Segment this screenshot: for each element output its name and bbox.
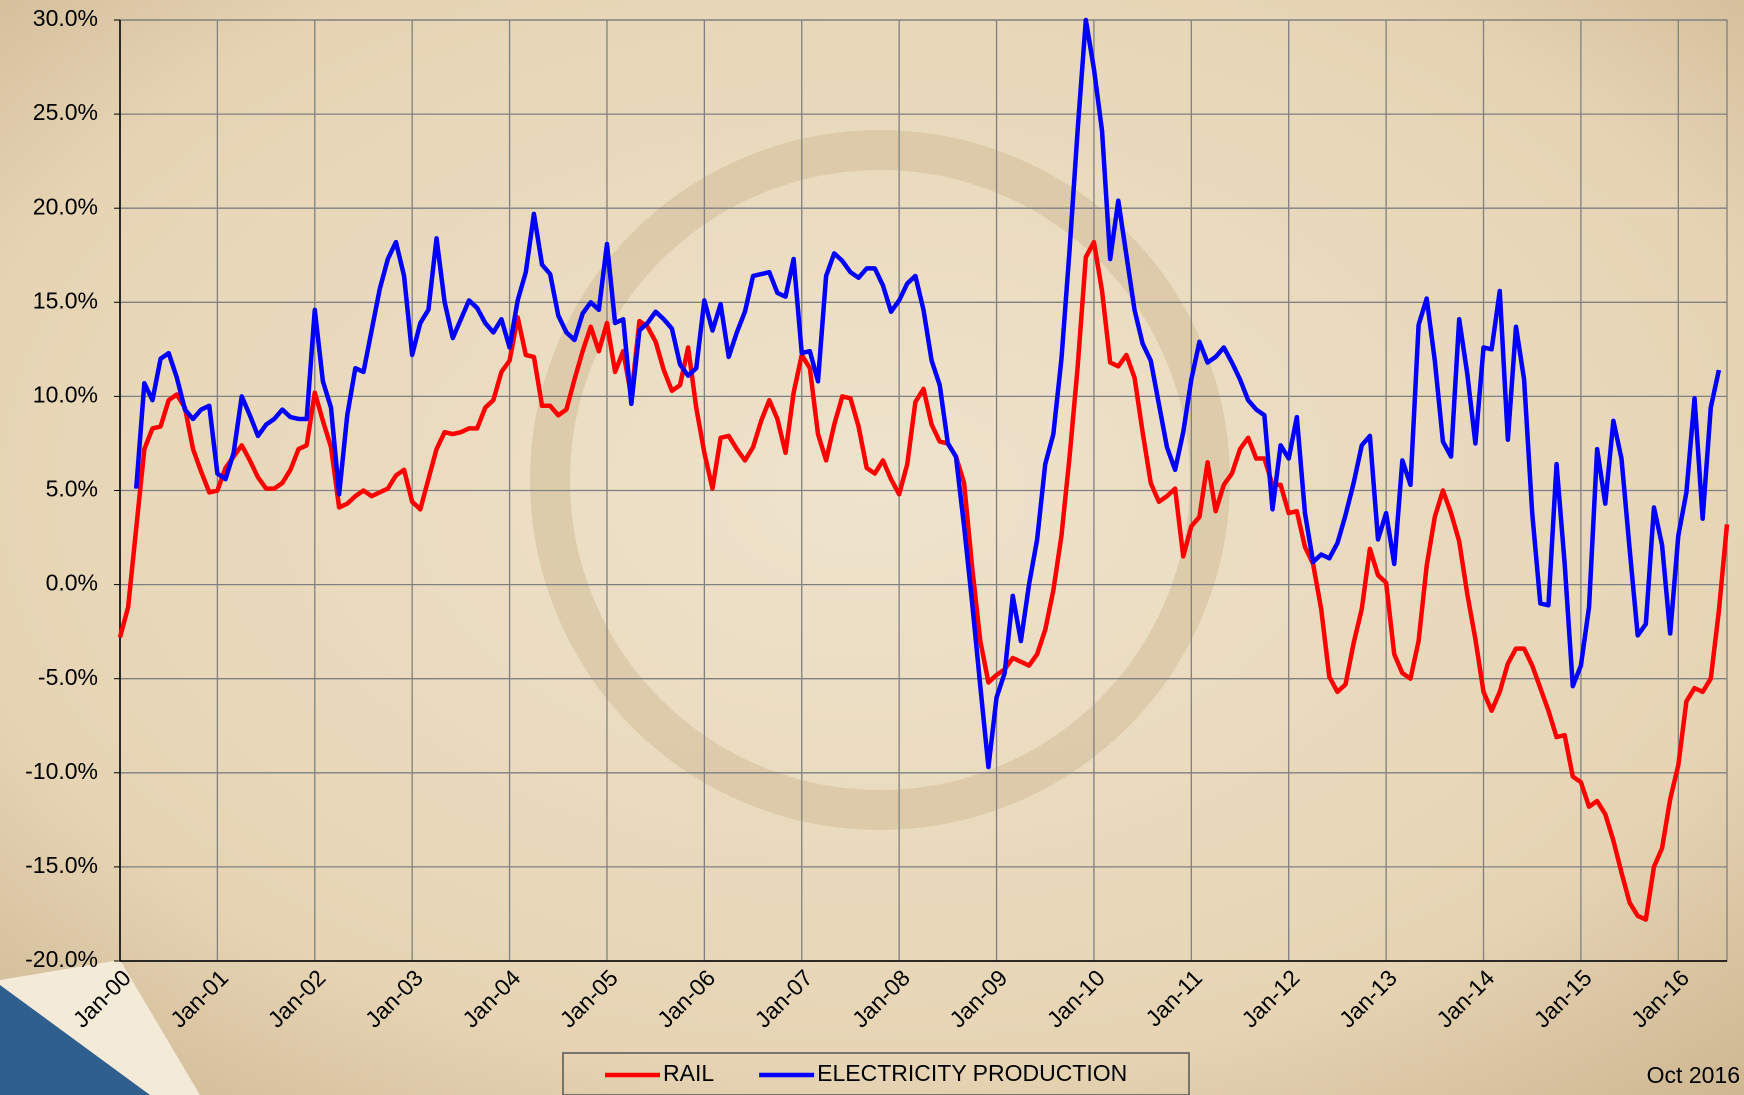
legend-label: RAIL [663,1060,714,1086]
legend-box [562,1052,1190,1095]
y-tick-label: 0.0% [46,570,98,596]
annotation: Oct 2016 [1647,1062,1740,1088]
y-tick-label: 30.0% [33,5,98,31]
series-line [117,239,1730,922]
y-tick-label: -15.0% [25,852,98,878]
y-tick-label: 10.0% [33,381,98,407]
y-tick-label: 5.0% [46,476,98,502]
y-tick-label: -20.0% [25,946,98,972]
decoration [0,985,150,1095]
series-line [133,17,1722,770]
y-tick-label: 25.0% [33,99,98,125]
y-tick-label: 15.0% [33,287,98,313]
y-tick-label: -10.0% [25,758,98,784]
legend-label: ELECTRICITY PRODUCTION [817,1060,1127,1086]
y-tick-label: -5.0% [38,664,98,690]
y-tick-label: 20.0% [33,193,98,219]
